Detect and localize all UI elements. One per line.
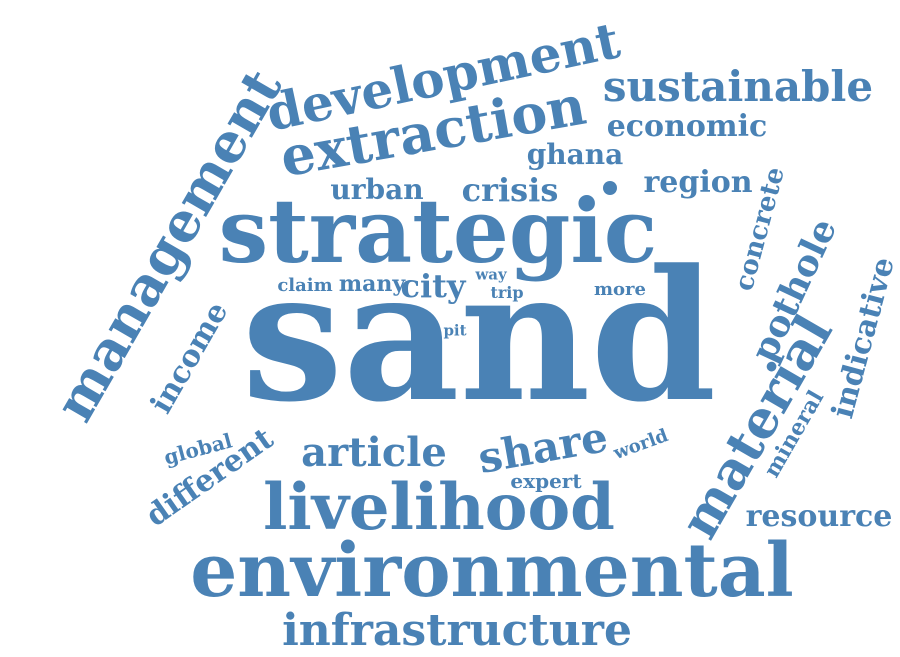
word-expert: expert	[510, 469, 582, 493]
word-crisis: crisis	[461, 171, 559, 209]
word-many: many	[338, 271, 406, 297]
word-sustainable: sustainable	[602, 62, 874, 111]
word-claim: claim	[277, 275, 333, 296]
word-resource: resource	[745, 499, 893, 534]
word-article: article	[301, 429, 447, 476]
word-trip: trip	[490, 283, 524, 302]
word-more: more	[594, 279, 646, 300]
word-way: way	[475, 265, 507, 284]
word-urban: urban	[330, 173, 424, 206]
word-ghana: ghana	[526, 138, 624, 171]
word-strategic: strategic	[218, 179, 658, 283]
word-city: city	[400, 267, 466, 305]
word-livelihood: livelihood	[263, 470, 615, 545]
word-infrastructure: infrastructure	[282, 605, 632, 656]
word-environmental: environmental	[190, 528, 794, 614]
word-pit: pit	[443, 321, 467, 340]
word-region: region	[643, 165, 753, 200]
bullet-dot	[603, 181, 617, 195]
word-economic: economic	[606, 109, 768, 144]
word-sand: sand	[241, 231, 717, 442]
